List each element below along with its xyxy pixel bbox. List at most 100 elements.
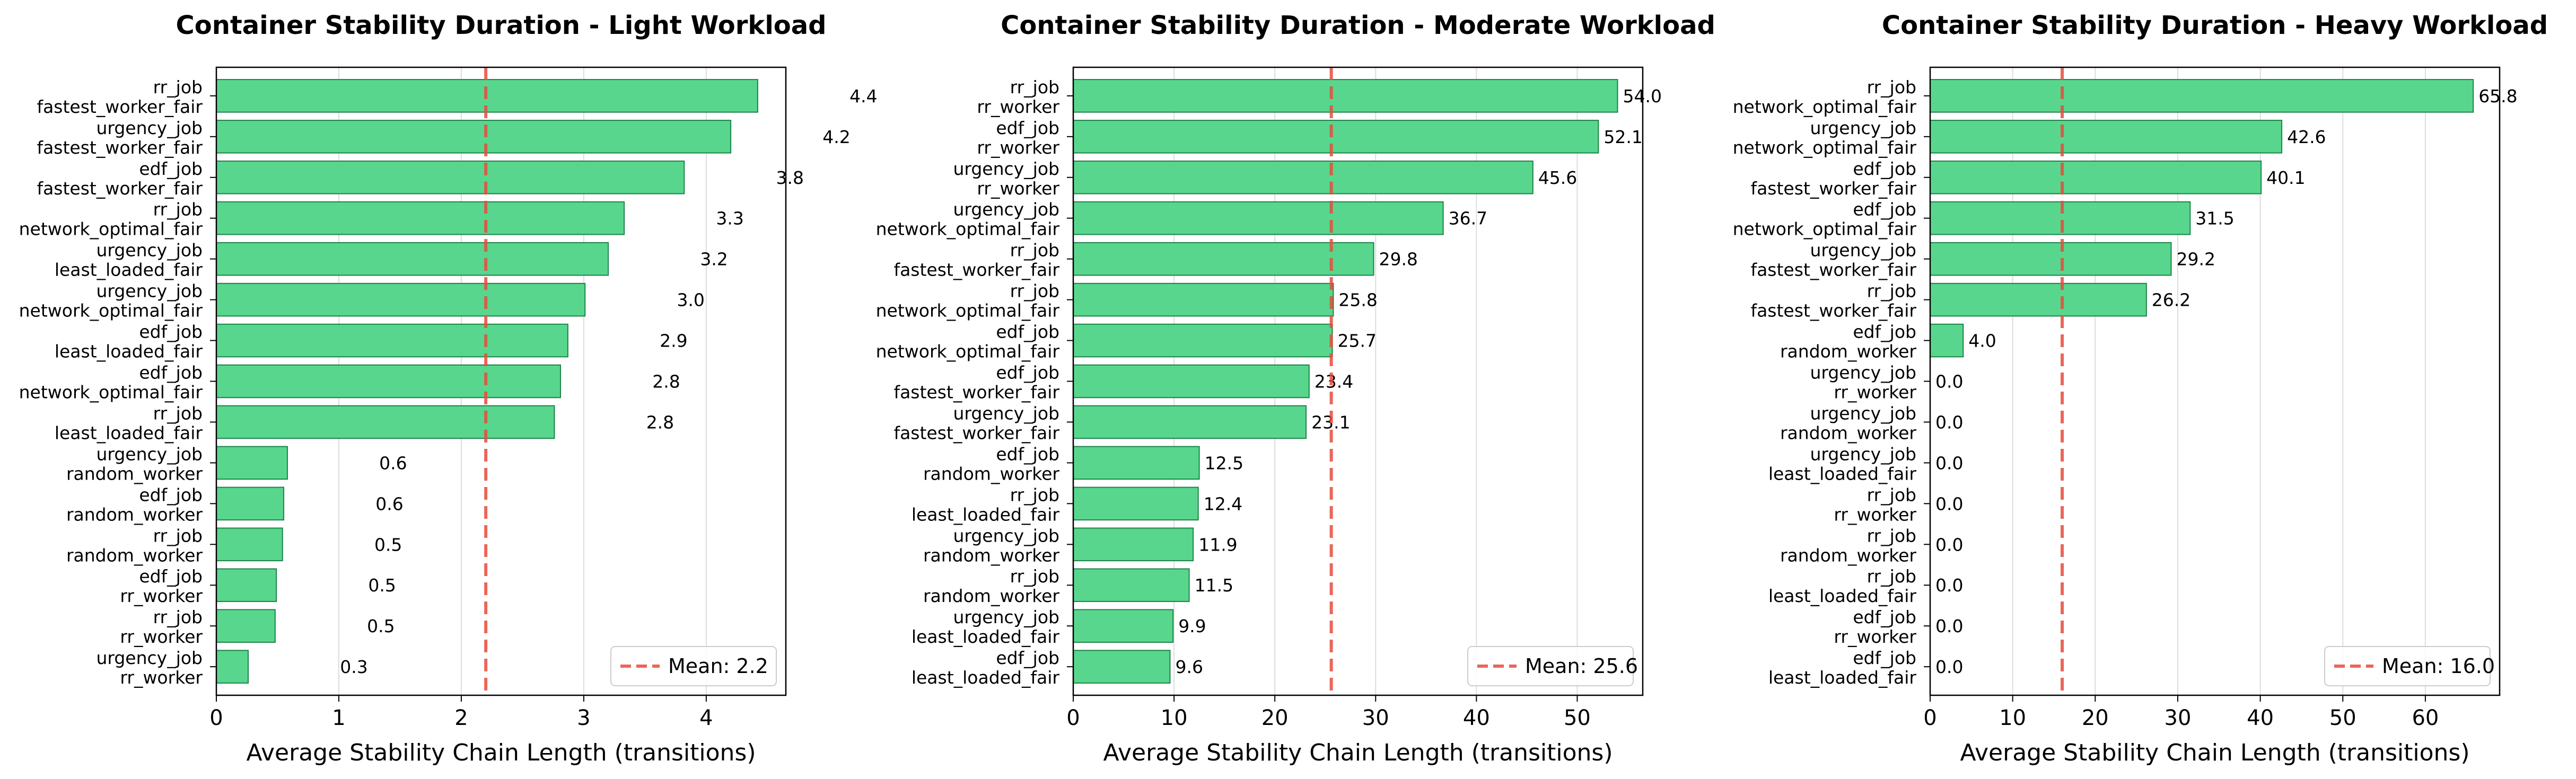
category-label-line: fastest_worker_fair [37,137,203,158]
category-label-line: least_loaded_fair [912,667,1060,688]
bar [1073,650,1171,684]
category-label: urgency_job rr_worker [1810,362,1916,403]
category-label-line: fastest_worker_fair [1750,260,1916,280]
category-label: urgency_job least_loaded_fair [912,607,1060,647]
bar [216,405,555,439]
axes-frame [1072,66,1644,696]
value-label: 2.8 [652,371,680,392]
category-label-line: least_loaded_fair [55,260,203,280]
category-label-line: rr_worker [1834,626,1916,647]
legend-label: Mean: 2.2 [668,654,768,678]
category-label-line: fastest_worker_fair [37,178,203,199]
value-label: 3.8 [776,167,804,188]
category-label-line: urgency_job [96,240,203,261]
category-label: edf_job random_worker [1780,322,1916,362]
value-label: 3.3 [716,208,743,229]
category-label-line: edf_job [1853,322,1916,342]
category-label-line: rr_worker [1834,382,1916,403]
category-label-line: least_loaded_fair [912,626,1060,647]
bar [216,364,562,399]
category-label-line: rr_job [1867,566,1916,587]
category-label-line: rr_job [1010,484,1059,505]
category-label: edf_job network_optimal_fair [1733,199,1917,240]
bar [216,242,609,276]
category-label-line: random_worker [923,463,1059,484]
category-label-line: random_worker [923,586,1059,606]
legend-label: Mean: 16.0 [2382,654,2495,678]
bar [216,486,285,521]
category-label-line: rr_job [153,607,203,627]
category-label-line: edf_job [1853,607,1916,627]
x-tick-label: 0 [209,706,223,730]
category-label: rr_job least_loaded_fair [912,484,1060,525]
category-label-line: fastest_worker_fair [37,96,203,117]
category-label-line: network_optimal_fair [19,219,203,240]
x-tick-label: 4 [699,706,713,730]
bar [216,282,586,317]
category-label: edf_job fastest_worker_fair [37,158,203,199]
value-label: 4.2 [822,127,850,147]
bar [1930,282,2147,317]
bar [1073,568,1190,603]
category-label-line: rr_worker [120,667,203,688]
category-label-line: random_worker [923,545,1059,565]
bar [216,568,277,603]
x-tick-label: 10 [1999,706,2026,730]
category-label-line: rr_job [153,525,203,546]
x-tick-label: 3 [577,706,590,730]
category-label: edf_job rr_worker [977,118,1059,158]
category-label-line: rr_job [1867,281,1916,302]
category-label-line: rr_job [153,77,203,98]
category-label-line: fastest_worker_fair [893,382,1059,403]
value-label: 0.0 [1935,534,1963,555]
category-label-line: random_worker [1780,422,1916,443]
chart-title: Container Stability Duration - Heavy Wor… [1882,11,2548,40]
category-label: rr_job fastest_worker_fair [1750,281,1916,321]
category-label: urgency_job fastest_worker_fair [893,403,1059,443]
category-label: urgency_job fastest_worker_fair [1750,240,1916,280]
category-label: rr_job random_worker [66,525,203,565]
category-label: edf_job rr_worker [120,566,203,606]
category-label: edf_job network_optimal_fair [876,322,1060,362]
bar [1073,405,1307,439]
category-label-line: edf_job [139,322,203,342]
bar [1073,282,1334,317]
x-tick-label: 1 [332,706,345,730]
category-label-line: fastest_worker_fair [893,260,1059,280]
category-label-line: urgency_job [96,444,203,464]
category-label-line: network_optimal_fair [1733,137,1917,158]
category-label-line: rr_job [1010,77,1059,98]
category-label-line: rr_worker [1834,504,1916,525]
category-label-line: urgency_job [953,607,1059,627]
value-label: 0.5 [374,534,402,555]
category-label-line: edf_job [139,158,203,179]
value-label: 25.7 [1338,331,1377,351]
legend: Mean: 16.0 [2324,646,2495,686]
bar [1073,609,1174,643]
category-label: rr_job random_worker [1780,525,1916,565]
value-label: 31.5 [2195,208,2234,229]
x-tick-label: 30 [1362,706,1389,730]
category-label: urgency_job rr_worker [96,648,203,688]
value-label: 4.4 [849,86,877,107]
category-label-line: network_optimal_fair [1733,96,1917,117]
value-label: 40.1 [2266,167,2305,188]
bar [1073,160,1534,194]
category-label: urgency_job random_worker [1780,403,1916,443]
value-label: 0.0 [1935,453,1963,473]
bar [1073,242,1374,276]
category-label-line: urgency_job [953,525,1059,546]
category-label-line: rr_worker [120,586,203,606]
value-label: 0.6 [379,453,407,473]
category-label-line: edf_job [996,648,1059,668]
category-label-line: edf_job [996,444,1059,464]
value-label: 2.8 [646,412,674,432]
chart-title: Container Stability Duration - Moderate … [1001,11,1715,40]
category-label: urgency_job network_optimal_fair [1733,118,1917,158]
value-label: 65.8 [2478,86,2517,107]
chart-panel-3: 65.8rr_job network_optimal_fair42.6urgenc… [1733,11,2548,766]
value-label: 12.5 [1205,453,1243,473]
category-label: rr_job least_loaded_fair [1768,566,1917,606]
category-label-line: rr_worker [977,137,1059,158]
